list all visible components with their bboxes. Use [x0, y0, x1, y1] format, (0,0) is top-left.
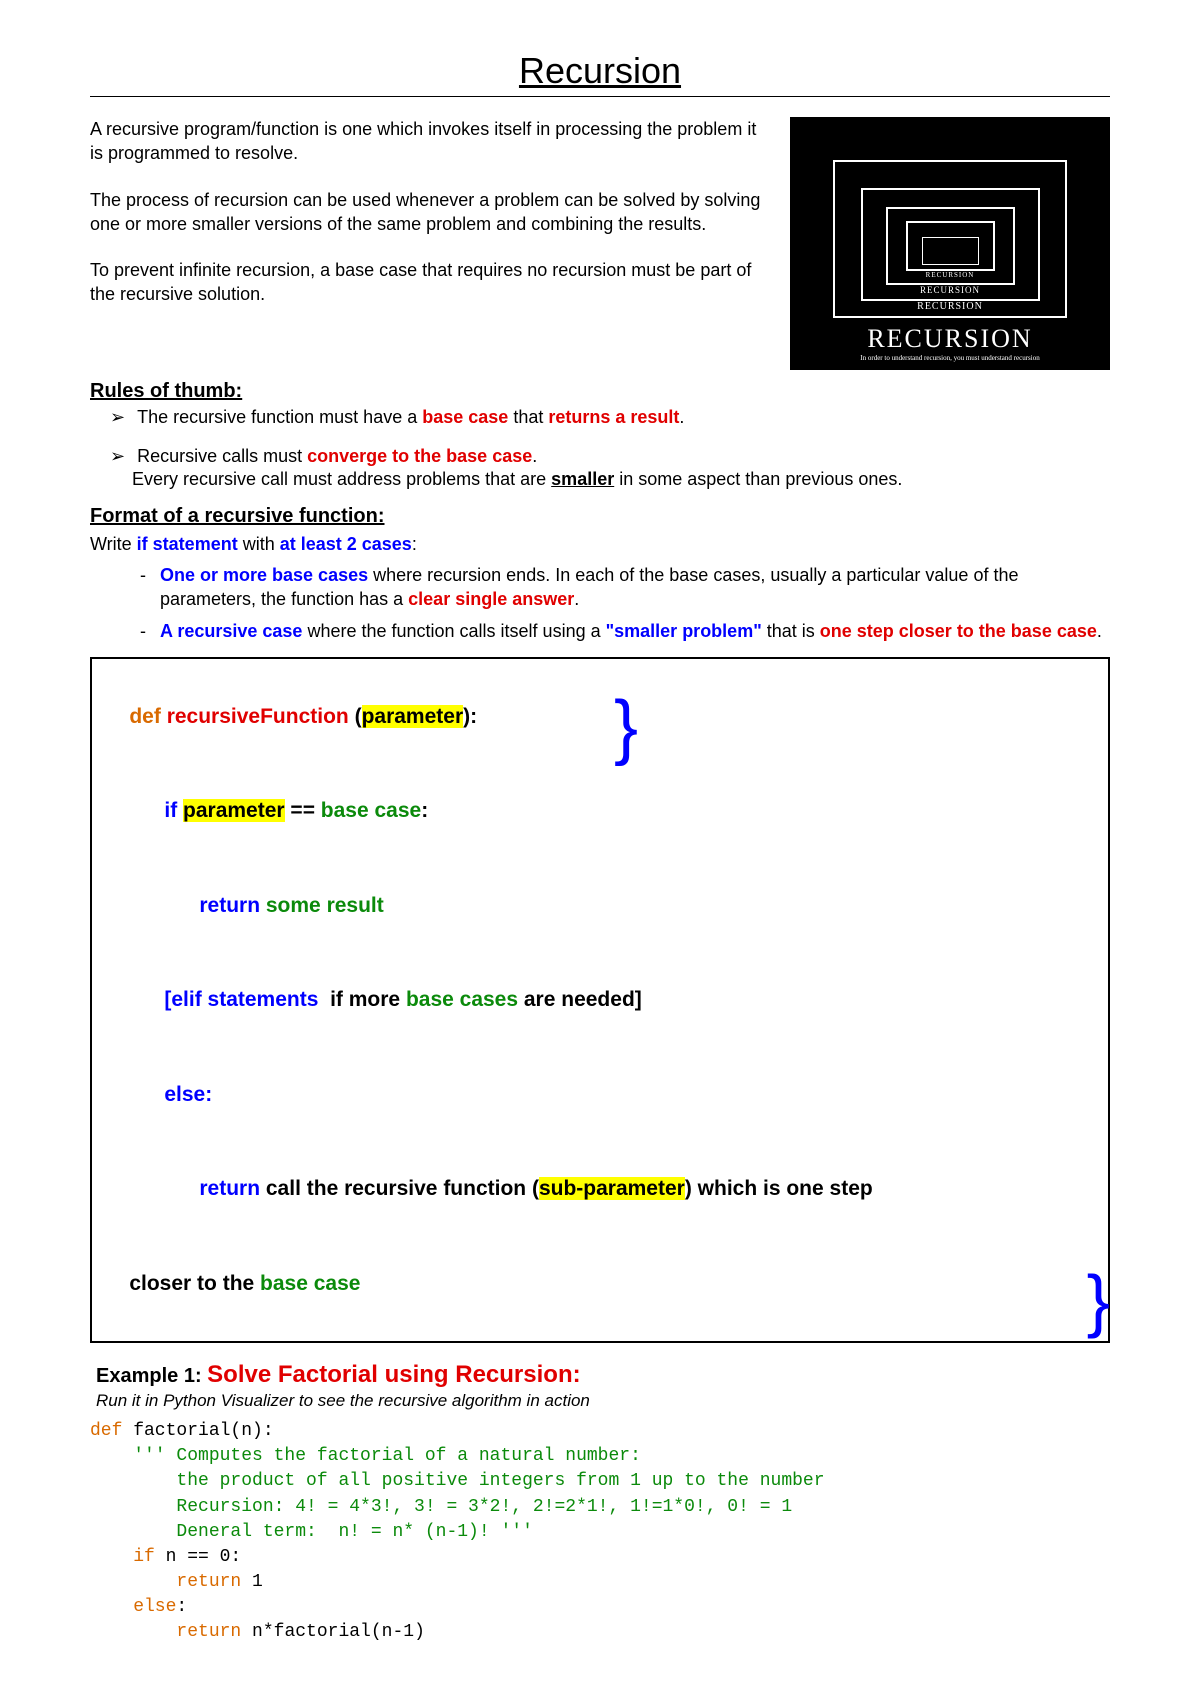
code-param: parameter	[362, 705, 464, 728]
rule-1-c: that	[508, 407, 548, 427]
example-sub: Run it in Python Visualizer to see the r…	[96, 1391, 1110, 1411]
title-rule	[90, 96, 1110, 97]
format-li2-b: where the function calls itself using a	[302, 621, 605, 641]
format-li1-c: clear single answer	[408, 589, 574, 609]
pseudocode-box: } } def recursiveFunction (parameter): i…	[90, 657, 1110, 1343]
format-li-1: One or more base cases where recursion e…	[160, 563, 1110, 612]
format-line1-e: :	[412, 534, 417, 554]
py-cond: n == 0:	[155, 1547, 241, 1567]
example-heading: Example 1: Solve Factorial using Recursi…	[96, 1361, 1110, 1389]
rule-2-sub-c: in some aspect than previous ones.	[614, 469, 902, 489]
poster-label-3: RECURSION	[920, 285, 980, 295]
rule-1: The recursive function must have a base …	[110, 407, 1110, 428]
code-elif3: are needed]	[518, 988, 642, 1011]
rules-list: The recursive function must have a base …	[110, 407, 1110, 467]
format-line1: Write if statement with at least 2 cases…	[90, 532, 1110, 556]
rule-2-a: Recursive calls must	[137, 446, 307, 466]
code-ind5	[129, 1177, 199, 1200]
code-param2: parameter	[183, 799, 285, 822]
code-pc: ):	[463, 705, 477, 728]
rule-2-sub-b: smaller	[551, 469, 614, 489]
example-title: Solve Factorial using Recursion	[207, 1361, 572, 1388]
code-sr: some result	[260, 894, 384, 917]
page-title: Recursion	[60, 50, 1140, 92]
poster-label-big: RECURSION	[867, 324, 1032, 354]
code-fn: recursiveFunction	[167, 705, 349, 728]
intro-row: A recursive program/function is one whic…	[90, 117, 1110, 370]
code-ind4	[129, 1083, 164, 1106]
py-c1: ''' Computes the factorial of a natural …	[90, 1446, 641, 1466]
brace-icon-2: }	[1087, 1265, 1110, 1335]
py-if: if	[90, 1547, 155, 1567]
rule-2-sub-a: Every recursive call must address proble…	[132, 469, 551, 489]
code-if: if	[164, 799, 183, 822]
intro-p2: The process of recursion can be used whe…	[90, 188, 765, 237]
code-cw: ) which is one step	[685, 1177, 873, 1200]
format-list: One or more base cases where recursion e…	[160, 563, 1110, 644]
format-li2-a: A recursive case	[160, 621, 302, 641]
format-li2-c: "smaller problem"	[606, 621, 762, 641]
example-colon: :	[573, 1361, 581, 1388]
rules-heading: Rules of thumb:	[90, 380, 1110, 403]
intro-p1: A recursive program/function is one whic…	[90, 117, 765, 166]
format-heading: Format of a recursive function:	[90, 505, 1110, 528]
py-ret1k: return	[90, 1572, 241, 1592]
poster-label-2: RECURSION	[917, 301, 983, 312]
format-li1-d: .	[574, 589, 579, 609]
py-def: def	[90, 1421, 122, 1441]
intro-p3: To prevent infinite recursion, a base ca…	[90, 258, 765, 307]
rule-1-e: .	[679, 407, 684, 427]
code-col1: :	[421, 799, 428, 822]
rule-1-b: base case	[422, 407, 508, 427]
code-ind3	[129, 988, 164, 1011]
format-line1-c: with	[238, 534, 280, 554]
py-fn: factorial(n):	[122, 1421, 273, 1441]
rule-2-c: .	[532, 446, 537, 466]
python-code: def factorial(n): ''' Computes the facto…	[90, 1419, 1110, 1646]
format-li1-a: One or more base cases	[160, 565, 368, 585]
code-ind2	[129, 894, 199, 917]
code-ret1: return	[199, 894, 260, 917]
code-elif1: [elif statements	[164, 988, 318, 1011]
code-def: def	[129, 705, 161, 728]
code-subp: sub-parameter	[539, 1177, 685, 1200]
py-c3: Recursion: 4! = 4*3!, 3! = 3*2!, 2!=2*1!…	[90, 1497, 792, 1517]
format-li-2: A recursive case where the function call…	[160, 619, 1110, 643]
intro-text: A recursive program/function is one whic…	[90, 117, 765, 370]
recursion-poster: RECURSION RECURSION RECURSION RECURSION …	[790, 117, 1110, 370]
format-li2-d: that is	[762, 621, 820, 641]
code-ind1	[129, 799, 164, 822]
code-eq: ==	[285, 799, 321, 822]
format-line1-a: Write	[90, 534, 137, 554]
poster-label-4: RECURSION	[926, 271, 975, 279]
py-ret1v: 1	[241, 1572, 263, 1592]
format-li2-e: one step closer to the base case	[820, 621, 1097, 641]
format-line1-d: at least 2 cases	[280, 534, 412, 554]
rule-2-subline: Every recursive call must address proble…	[132, 467, 1110, 491]
example-label: Example 1:	[96, 1365, 207, 1387]
code-bc: base case	[321, 799, 421, 822]
format-line1-b: if statement	[137, 534, 238, 554]
rule-1-d: returns a result	[548, 407, 679, 427]
py-c4: Deneral term: n! = n* (n-1)! '''	[90, 1522, 533, 1542]
brace-icon-1: }	[614, 691, 638, 763]
poster-subtitle: In order to understand recursion, you mu…	[860, 354, 1039, 362]
rule-2-b: converge to the base case	[307, 446, 532, 466]
py-c2: the product of all positive integers fro…	[90, 1471, 825, 1491]
code-elif2: if more	[318, 988, 406, 1011]
code-else: else:	[164, 1083, 212, 1106]
py-else: else	[90, 1597, 176, 1617]
code-bc2: base case	[260, 1272, 360, 1295]
code-ret2: return	[199, 1177, 260, 1200]
rule-2: Recursive calls must converge to the bas…	[110, 446, 1110, 467]
py-ret2v: n*factorial(n-1)	[241, 1622, 425, 1642]
code-bcs: base cases	[406, 988, 518, 1011]
rule-1-a: The recursive function must have a	[137, 407, 422, 427]
py-elsec: :	[176, 1597, 187, 1617]
code-call: call the recursive function (	[260, 1177, 539, 1200]
format-li2-f: .	[1097, 621, 1102, 641]
py-ret2k: return	[90, 1622, 241, 1642]
code-po: (	[349, 705, 362, 728]
code-closer: closer to the	[129, 1272, 260, 1295]
